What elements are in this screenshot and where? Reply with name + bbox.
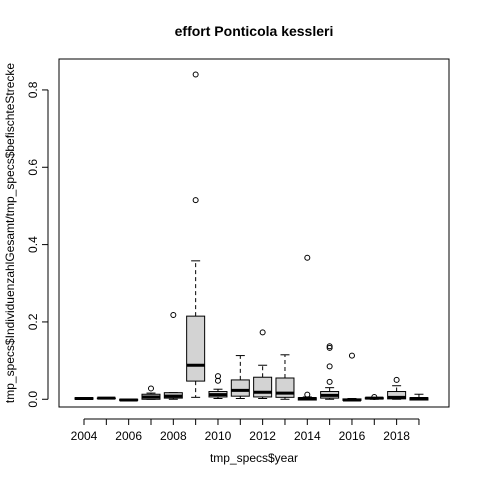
box-2014 xyxy=(297,254,317,401)
iqr-box xyxy=(387,391,407,400)
outlier-point xyxy=(192,197,199,204)
x-tick-label: 2012 xyxy=(249,429,276,443)
outlier-point xyxy=(259,329,266,336)
iqr-box xyxy=(186,315,206,382)
box-2018 xyxy=(387,376,407,400)
box-2011 xyxy=(230,355,250,399)
box-2019 xyxy=(409,393,429,401)
outlier-point xyxy=(326,343,333,350)
box-2007 xyxy=(141,385,161,400)
x-axis: 2004 2006 2008 2010 2012 2014 2016 2018 xyxy=(71,418,420,443)
outlier-point xyxy=(326,378,333,385)
outlier-point xyxy=(170,311,177,318)
x-tick-label: 2014 xyxy=(294,429,321,443)
box-2004 xyxy=(74,396,94,400)
outlier-point xyxy=(192,71,199,78)
box-2009 xyxy=(186,71,206,398)
boxes-group xyxy=(74,71,429,402)
outlier-point xyxy=(304,391,311,398)
y-tick-label: 0.0 xyxy=(26,391,40,408)
outlier-point xyxy=(348,352,355,359)
plot-frame xyxy=(58,58,450,408)
y-tick-label: 0.6 xyxy=(26,159,40,176)
y-tick-label: 0.8 xyxy=(26,81,40,98)
iqr-box xyxy=(253,376,273,398)
iqr-box xyxy=(230,379,250,397)
y-tick-label: 0.2 xyxy=(26,313,40,330)
chart-title: effort Ponticola kessleri xyxy=(175,23,334,39)
outlier-point xyxy=(326,363,333,370)
outlier-point xyxy=(214,373,221,380)
y-axis-label: tmp_specs$IndividuenzahlGesamt/tmp_specs… xyxy=(3,63,17,404)
outlier-point xyxy=(304,254,311,261)
box-2008 xyxy=(163,311,183,400)
box-2017 xyxy=(364,393,384,400)
box-2005 xyxy=(96,396,116,400)
x-tick-label: 2004 xyxy=(71,429,98,443)
box-2010 xyxy=(208,373,228,399)
box-2015 xyxy=(320,343,340,400)
y-axis: 0.0 0.2 0.4 0.6 0.8 xyxy=(26,81,49,408)
box-2012 xyxy=(253,329,273,399)
x-tick-label: 2016 xyxy=(339,429,366,443)
outlier-point xyxy=(371,393,378,400)
x-tick-label: 2006 xyxy=(115,429,142,443)
y-tick-label: 0.4 xyxy=(26,236,40,253)
x-tick-label: 2008 xyxy=(160,429,187,443)
x-axis-label: tmp_specs$year xyxy=(210,451,298,465)
box-2016 xyxy=(342,352,362,402)
box-2013 xyxy=(275,354,295,400)
box-2006 xyxy=(119,398,139,402)
x-tick-label: 2018 xyxy=(383,429,410,443)
x-tick-label: 2010 xyxy=(205,429,232,443)
outlier-point xyxy=(393,376,400,383)
outlier-point xyxy=(147,385,154,392)
